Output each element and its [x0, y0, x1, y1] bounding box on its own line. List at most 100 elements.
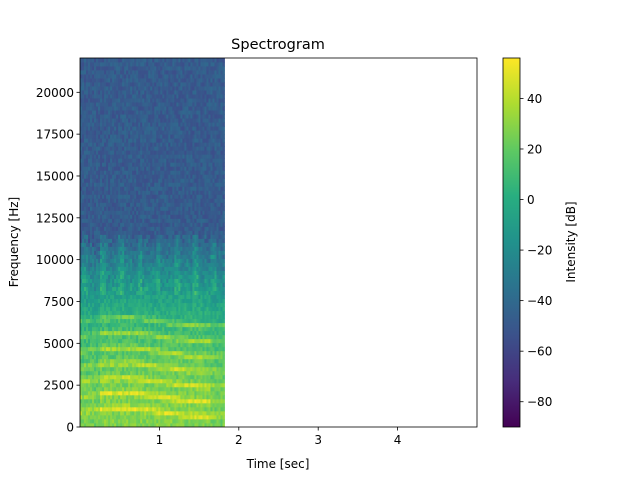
heat-cell: [130, 86, 133, 91]
heat-cell: [80, 418, 83, 424]
heat-cell: [120, 402, 123, 408]
heat-cell: [178, 318, 181, 324]
heat-cell: [102, 210, 105, 215]
heat-cell: [80, 330, 83, 336]
heat-cell: [132, 318, 135, 324]
heat-cell: [80, 118, 83, 123]
heat-cell: [146, 70, 149, 75]
heat-cell: [186, 246, 189, 251]
heat-cell: [178, 78, 181, 83]
heat-cell: [178, 206, 181, 211]
heat-cell: [134, 178, 137, 183]
heat-cell: [162, 362, 165, 368]
heat-cell: [86, 214, 89, 219]
heat-cell: [176, 370, 179, 376]
heat-cell: [110, 306, 113, 312]
heat-cell: [172, 122, 175, 127]
heat-cell: [122, 254, 125, 259]
heat-cell: [164, 338, 167, 344]
heat-cell: [146, 370, 149, 376]
heat-cell: [104, 250, 107, 255]
heat-cell: [184, 306, 187, 312]
heat-cell: [186, 342, 189, 348]
heat-cell: [116, 246, 119, 251]
heat-cell: [84, 142, 87, 147]
heat-cell: [142, 106, 145, 111]
heat-cell: [180, 322, 183, 328]
heat-cell: [80, 238, 83, 243]
heat-cell: [104, 242, 107, 247]
heat-cell: [162, 382, 165, 388]
heat-cell: [120, 358, 123, 364]
heat-cell: [172, 294, 175, 300]
heat-cell: [166, 314, 169, 320]
heat-cell: [186, 422, 189, 427]
heat-cell: [130, 358, 133, 364]
heat-cell: [106, 258, 109, 263]
heat-cell: [102, 270, 105, 275]
heat-cell: [158, 186, 161, 191]
heat-cell: [150, 142, 153, 147]
heat-cell: [146, 398, 149, 404]
heat-cell: [130, 198, 133, 203]
heat-cell: [152, 186, 155, 191]
heat-cell: [168, 398, 171, 404]
heat-cell: [154, 66, 157, 71]
heat-cell: [126, 314, 129, 320]
heat-cell: [124, 338, 127, 344]
heat-cell: [176, 186, 179, 191]
heat-cell: [176, 414, 179, 420]
heat-cell: [140, 398, 143, 404]
heat-cell: [142, 250, 145, 255]
heat-cell: [94, 398, 97, 404]
heat-cell: [82, 414, 85, 420]
heat-cell: [134, 342, 137, 348]
heat-cell: [146, 58, 149, 63]
heat-cell: [164, 202, 167, 207]
heat-cell: [188, 350, 191, 356]
heat-cell: [136, 218, 139, 223]
heat-cell: [100, 282, 103, 288]
heat-cell: [170, 326, 173, 332]
heat-cell: [108, 266, 111, 271]
heat-cell: [140, 162, 143, 167]
heat-cell: [86, 338, 89, 344]
heat-cell: [80, 198, 83, 203]
heat-cell: [80, 206, 83, 211]
heat-cell: [176, 306, 179, 312]
heat-cell: [172, 270, 175, 275]
heat-cell: [118, 290, 121, 296]
heat-cell: [98, 250, 101, 255]
heat-cell: [150, 222, 153, 227]
heat-cell: [100, 190, 103, 195]
heat-cell: [92, 178, 95, 183]
heat-cell: [146, 422, 149, 427]
heat-cell: [118, 418, 121, 424]
heat-cell: [90, 138, 93, 143]
heat-cell: [132, 310, 135, 316]
heat-cell: [178, 170, 181, 175]
heat-cell: [84, 422, 87, 427]
heat-cell: [162, 398, 165, 404]
heat-cell: [124, 294, 127, 300]
heat-cell: [144, 422, 147, 427]
heat-cell: [170, 82, 173, 87]
heat-cell: [120, 398, 123, 404]
heat-cell: [82, 342, 85, 348]
heat-cell: [114, 218, 117, 223]
heat-cell: [156, 178, 159, 183]
heat-cell: [142, 58, 145, 63]
heat-cell: [80, 218, 83, 223]
heat-cell: [106, 218, 109, 223]
heat-cell: [88, 206, 91, 211]
heat-cell: [116, 410, 119, 416]
heat-cell: [158, 174, 161, 179]
heat-cell: [130, 94, 133, 99]
heat-cell: [156, 318, 159, 324]
heat-cell: [176, 86, 179, 91]
heat-cell: [170, 98, 173, 103]
heat-cell: [118, 170, 121, 175]
heat-cell: [128, 70, 131, 75]
heat-cell: [178, 146, 181, 151]
heat-cell: [118, 62, 121, 67]
